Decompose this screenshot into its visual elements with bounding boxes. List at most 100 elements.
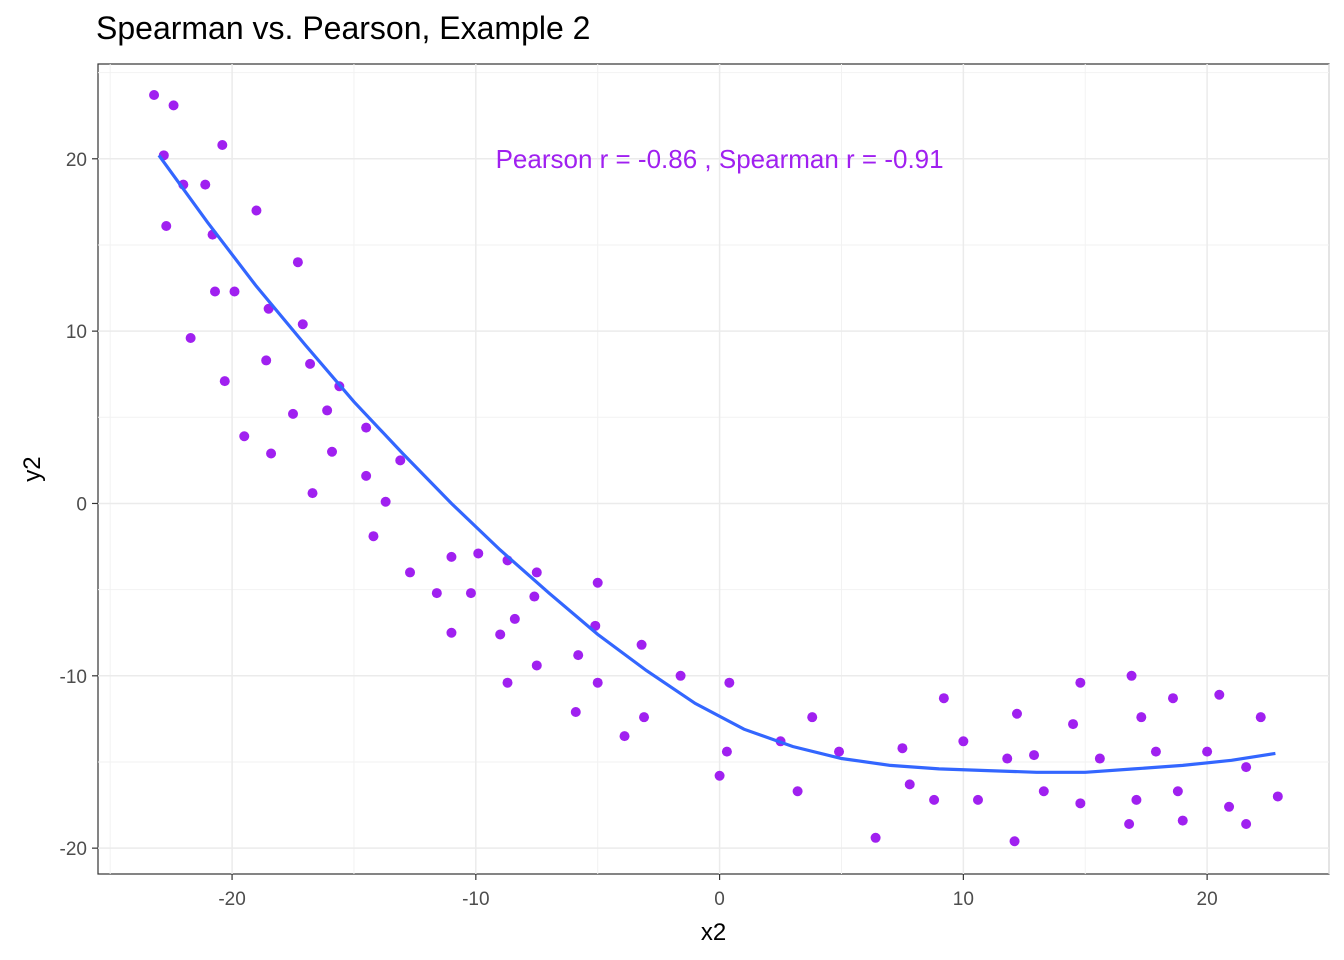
- data-point: [1241, 819, 1252, 830]
- y-tick-label: -10: [60, 667, 87, 688]
- data-point: [229, 286, 240, 297]
- plot-panel: [97, 63, 1330, 875]
- data-point: [261, 355, 272, 366]
- data-point: [531, 567, 542, 578]
- data-point: [368, 531, 379, 542]
- data-point: [327, 446, 338, 457]
- data-point: [465, 588, 476, 599]
- data-point: [531, 660, 542, 671]
- data-point: [395, 455, 406, 466]
- data-point: [1214, 689, 1225, 700]
- data-point: [210, 286, 221, 297]
- data-point: [897, 743, 908, 754]
- data-point: [307, 488, 318, 499]
- data-point: [405, 567, 416, 578]
- data-point: [1075, 798, 1086, 809]
- x-tick-label: 10: [953, 889, 974, 910]
- data-point: [636, 639, 647, 650]
- data-point: [361, 470, 372, 481]
- data-point: [904, 779, 915, 790]
- data-point: [1124, 819, 1135, 830]
- x-tick-label: 20: [1197, 889, 1218, 910]
- data-point: [1272, 791, 1283, 802]
- data-point: [1131, 794, 1142, 805]
- data-point: [834, 746, 845, 757]
- data-point: [161, 221, 172, 231]
- data-point: [251, 205, 262, 216]
- data-point: [473, 548, 484, 559]
- data-point: [1094, 753, 1105, 764]
- data-point: [1029, 750, 1040, 761]
- data-point: [297, 319, 308, 330]
- data-point: [1009, 836, 1020, 847]
- data-point: [1011, 708, 1022, 719]
- data-point: [288, 408, 299, 419]
- y-tick-label: 20: [66, 150, 87, 171]
- data-point: [573, 650, 584, 661]
- data-point: [714, 770, 725, 781]
- data-point: [724, 677, 735, 688]
- data-point: [292, 257, 303, 268]
- grid-minor: [98, 64, 1330, 874]
- data-point: [938, 693, 949, 704]
- data-point: [446, 551, 457, 562]
- x-tick-label: 0: [714, 889, 725, 910]
- data-point: [1167, 693, 1178, 704]
- y-tick-label: 10: [66, 322, 87, 343]
- smooth-trend-line: [157, 154, 1276, 774]
- data-point: [1002, 753, 1013, 764]
- data-point: [958, 736, 969, 747]
- data-point: [721, 746, 732, 757]
- data-point: [1177, 815, 1188, 826]
- data-point: [168, 100, 179, 111]
- data-point: [495, 629, 506, 640]
- data-point: [149, 90, 160, 101]
- y-tick-label: -20: [60, 839, 87, 860]
- data-point: [1075, 677, 1086, 688]
- data-point: [305, 358, 316, 369]
- data-point: [1241, 762, 1252, 773]
- data-point: [502, 677, 513, 688]
- data-point: [619, 731, 630, 742]
- data-point: [361, 422, 372, 433]
- data-point: [1068, 719, 1079, 730]
- x-tick-label: -20: [218, 889, 245, 910]
- data-point: [1136, 712, 1147, 723]
- data-point: [1255, 712, 1266, 723]
- data-point: [592, 577, 603, 588]
- data-point: [1202, 746, 1213, 757]
- data-point: [529, 591, 540, 602]
- data-point: [217, 140, 228, 150]
- x-axis-title: x2: [701, 919, 726, 946]
- data-point: [1224, 801, 1235, 812]
- data-point: [807, 712, 818, 723]
- data-point: [639, 712, 650, 723]
- data-point: [675, 670, 686, 681]
- data-point: [1172, 786, 1183, 797]
- data-point: [870, 832, 881, 843]
- data-point: [592, 677, 603, 688]
- chart-title: Spearman vs. Pearson, Example 2: [96, 10, 591, 46]
- data-point: [219, 376, 230, 387]
- y-tick-label: 0: [76, 494, 87, 515]
- data-point: [1150, 746, 1161, 757]
- data-point: [570, 707, 581, 717]
- data-point: [792, 786, 803, 797]
- data-point: [380, 496, 391, 507]
- data-point: [446, 627, 457, 638]
- data-point: [200, 179, 211, 190]
- data-points: [149, 90, 1283, 847]
- data-point: [1126, 670, 1137, 681]
- x-axis-ticks: -20 -10 0 10 20: [218, 874, 1218, 910]
- x-tick-label: -10: [462, 889, 489, 910]
- correlation-annotation: Pearson r = -0.86 , Spearman r = -0.91: [496, 144, 944, 174]
- data-point: [972, 794, 983, 805]
- data-point: [266, 448, 277, 459]
- data-point: [431, 588, 442, 599]
- y-axis-ticks: -20 -10 0 10 20: [60, 150, 98, 860]
- data-point: [929, 794, 940, 805]
- data-point: [185, 333, 196, 344]
- data-point: [509, 613, 520, 624]
- data-point: [322, 405, 333, 416]
